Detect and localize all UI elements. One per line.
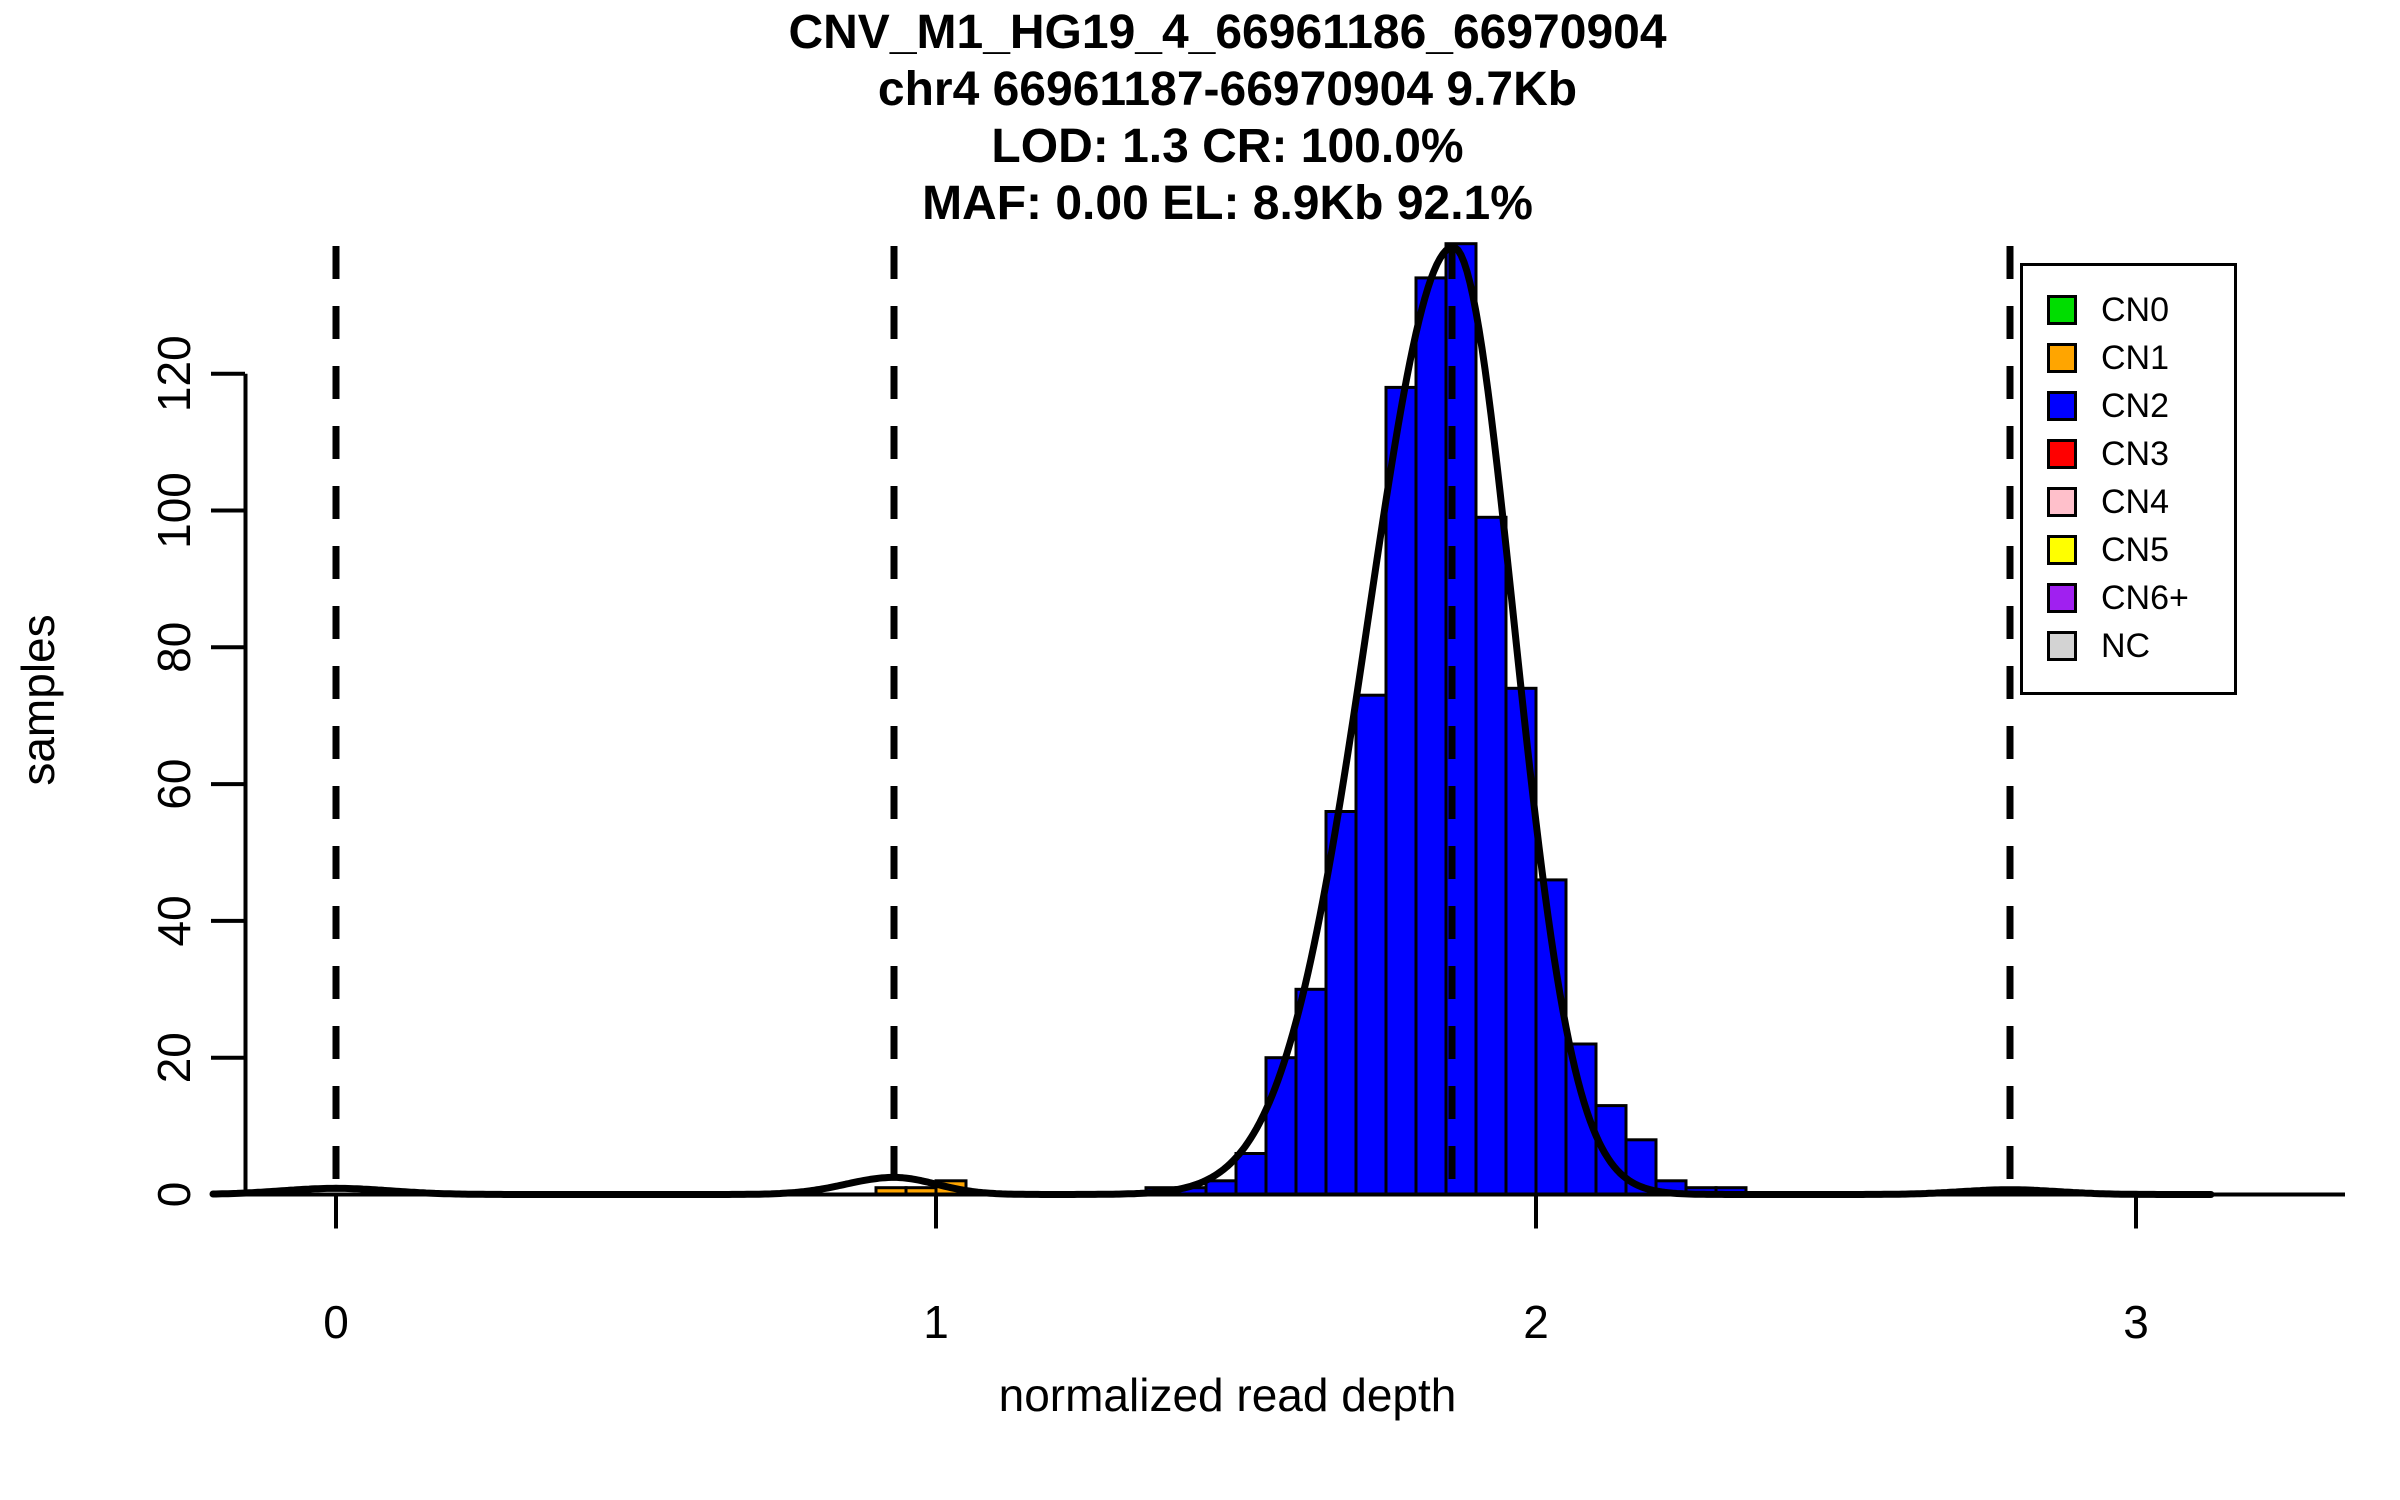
legend-item-cn3: CN3: [2047, 430, 2234, 478]
legend-color-swatch: [2047, 439, 2077, 469]
y-tick-label: 20: [148, 1032, 200, 1083]
legend-color-swatch: [2047, 295, 2077, 325]
histogram-bar-cn2: [1204, 1179, 1238, 1197]
y-tick-label: 40: [148, 895, 200, 946]
legend-color-swatch: [2047, 487, 2077, 517]
y-tick-label: 100: [148, 472, 200, 549]
legend-color-swatch: [2047, 583, 2077, 613]
legend-item-cn2: CN2: [2047, 382, 2234, 430]
legend-label: CN5: [2101, 531, 2170, 569]
legend-item-cn5: CN5: [2047, 526, 2234, 574]
copy-number-legend: CN0 CN1 CN2 CN3 CN4 CN5 CN6+ NC: [2020, 263, 2237, 695]
x-tick-label: 0: [323, 1296, 349, 1348]
legend-color-swatch: [2047, 535, 2077, 565]
plot-title-block: CNV_M1_HG19_4_66961186_66970904 chr4 669…: [150, 4, 2305, 232]
legend-label: CN6+: [2101, 579, 2189, 617]
y-tick-label: 0: [148, 1182, 200, 1208]
legend-item-cn4: CN4: [2047, 478, 2234, 526]
legend-label: NC: [2101, 627, 2151, 665]
legend-label: CN2: [2101, 387, 2170, 425]
legend-label: CN1: [2101, 339, 2170, 377]
legend-item-cn1: CN1: [2047, 334, 2234, 382]
legend-color-swatch: [2047, 631, 2077, 661]
histogram-bar-cn2: [1414, 276, 1448, 1196]
plot-title-line2: chr4 66961187-66970904 9.7Kb: [877, 63, 1578, 116]
histogram-bar-cn2: [1354, 693, 1388, 1196]
legend-item-nc: NC: [2047, 622, 2234, 670]
y-axis-title: samples: [12, 614, 64, 786]
histogram-bar-cn2: [1234, 1152, 1268, 1196]
x-axis-title: normalized read depth: [998, 1369, 1457, 1421]
histogram-bar-cn2: [1474, 515, 1508, 1196]
y-tick-label: 80: [148, 622, 200, 673]
plot-title-line1: CNV_M1_HG19_4_66961186_66970904: [788, 6, 1667, 59]
x-tick-label: 3: [2123, 1296, 2149, 1348]
histogram-bar-cn2: [1384, 385, 1418, 1196]
histogram-bar-cn2: [1294, 987, 1328, 1196]
density-fit-curve: [209, 243, 2215, 1198]
x-tick-label: 2: [1523, 1296, 1549, 1348]
legend-color-swatch: [2047, 391, 2077, 421]
y-tick-label: 120: [148, 335, 200, 412]
plot-title-line3: LOD: 1.3 CR: 100.0%: [991, 120, 1464, 173]
legend-label: CN4: [2101, 483, 2170, 521]
legend-label: CN3: [2101, 435, 2170, 473]
legend-color-swatch: [2047, 343, 2077, 373]
x-tick-label: 1: [923, 1296, 949, 1348]
legend-item-cn0: CN0: [2047, 286, 2234, 334]
legend-item-cn6plus: CN6+: [2047, 574, 2234, 622]
y-tick-label: 60: [148, 759, 200, 810]
legend-label: CN0: [2101, 291, 2170, 329]
plot-title-line4: MAF: 0.00 EL: 8.9Kb 92.1%: [922, 177, 1533, 230]
